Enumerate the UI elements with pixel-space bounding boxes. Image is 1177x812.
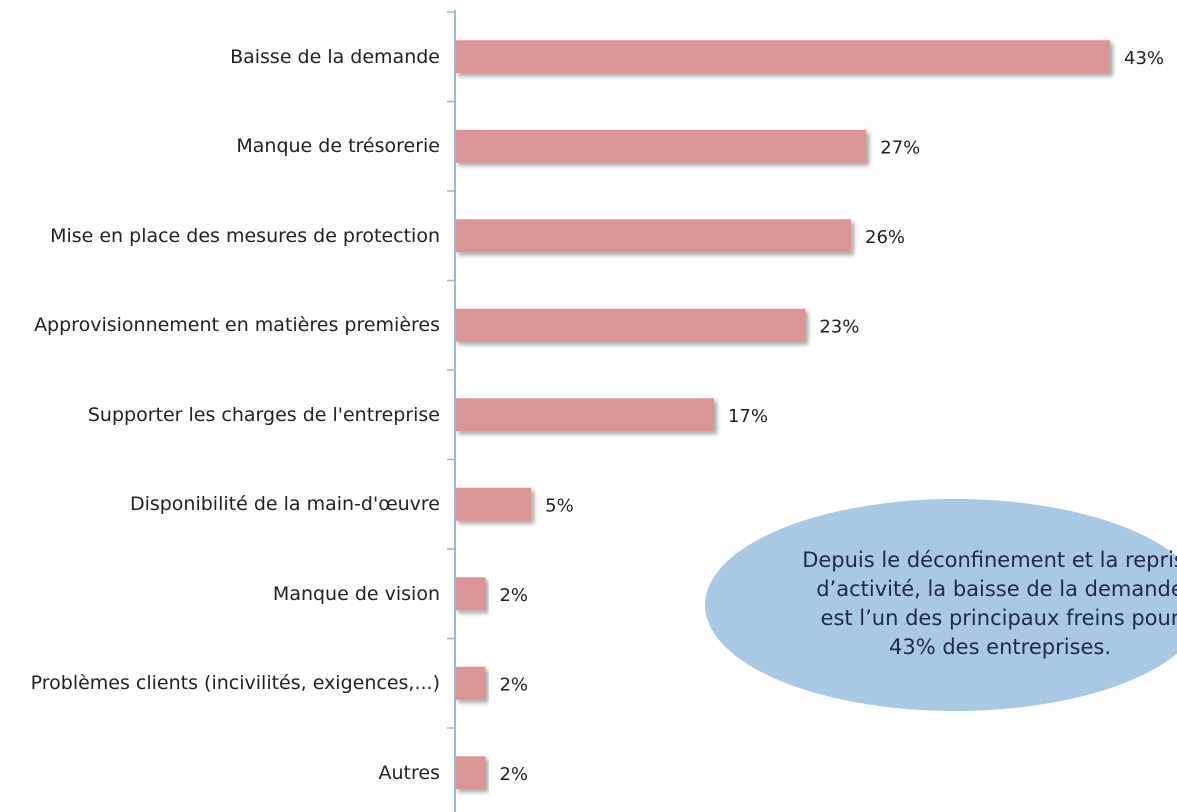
category-label: Mise en place des mesures de protection	[50, 224, 440, 247]
value-label: 2%	[499, 674, 528, 695]
category-label: Manque de vision	[272, 582, 440, 605]
value-label: 43%	[1124, 48, 1164, 69]
category-label: Baisse de la demande	[230, 45, 440, 68]
value-label: 5%	[545, 495, 574, 516]
value-label: 23%	[819, 316, 859, 337]
category-label: Disponibilité de la main-d'œuvre	[129, 493, 440, 516]
value-label: 2%	[499, 764, 528, 785]
bar	[455, 756, 486, 790]
value-label: 17%	[728, 406, 768, 427]
bar	[455, 308, 806, 342]
value-label: 2%	[499, 585, 528, 606]
value-label: 26%	[865, 227, 905, 248]
bar	[455, 398, 714, 432]
bar	[455, 666, 486, 700]
category-label: Autres	[378, 761, 440, 784]
annotation: Depuis le déconfinement et la reprise d’…	[802, 548, 1177, 659]
category-label: Approvisionnement en matières premières	[34, 314, 440, 337]
category-label: Supporter les charges de l'entreprise	[87, 403, 440, 426]
category-label: Manque de trésorerie	[236, 135, 440, 158]
category-label: Problèmes clients (incivilités, exigence…	[30, 672, 440, 695]
value-label: 27%	[880, 137, 920, 158]
bar	[455, 219, 852, 253]
bar	[455, 487, 532, 521]
annotation-bubble	[705, 499, 1177, 711]
bar	[455, 577, 486, 611]
bar	[455, 129, 867, 163]
bar	[455, 40, 1110, 74]
